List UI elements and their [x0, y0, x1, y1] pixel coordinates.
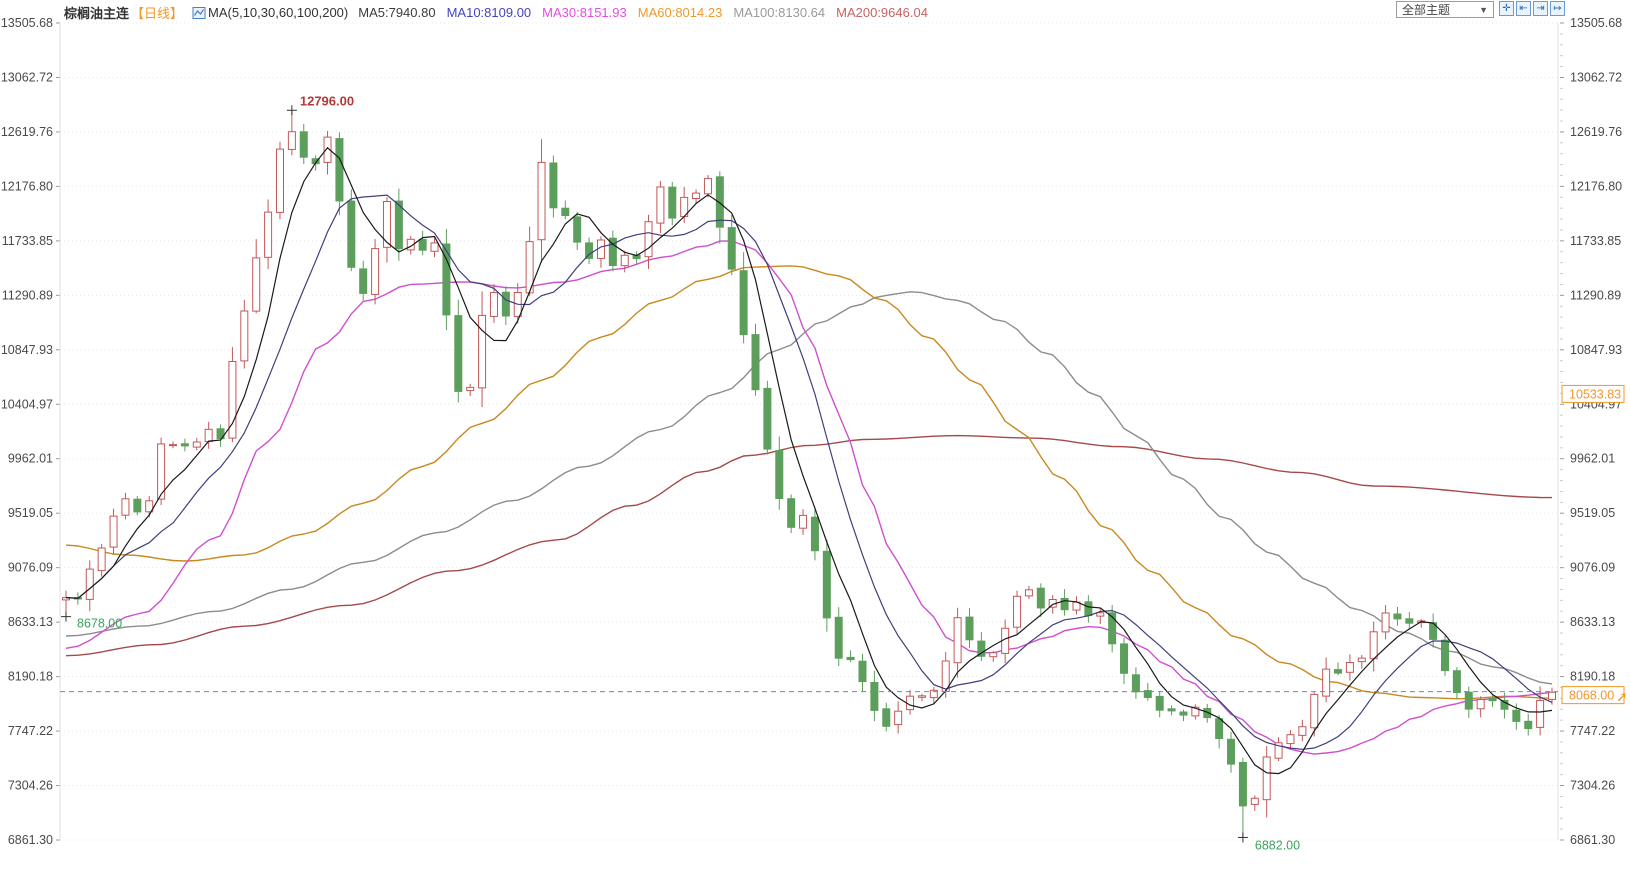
svg-text:7304.26: 7304.26: [8, 779, 53, 793]
ma-line-ma200: [65, 434, 1553, 657]
ma-line-ma100: [65, 291, 1553, 685]
fit-view-button[interactable]: ✛: [1499, 1, 1514, 16]
candles-layer: [62, 110, 1556, 838]
svg-text:13505.68: 13505.68: [1570, 16, 1622, 30]
latest-price-arrow-icon[interactable]: ➚: [1616, 689, 1628, 705]
ma-line-ma60: [65, 265, 1553, 700]
svg-text:11290.89: 11290.89: [1570, 288, 1621, 302]
svg-text:11290.89: 11290.89: [2, 288, 53, 302]
legend-ma30: MA30:8151.93: [542, 5, 627, 20]
svg-text:12619.76: 12619.76: [1, 125, 53, 139]
svg-text:8633.13: 8633.13: [8, 615, 53, 629]
toolbar: 全部主题 ▼ ✛ ⇤ ⇥ ↦: [1396, 1, 1567, 18]
svg-text:7747.22: 7747.22: [1570, 724, 1615, 738]
ma-values-list: MA5:7940.80 MA10:8109.00 MA30:8151.93 MA60:…: [358, 5, 928, 20]
legend-ma100: MA100:8130.64: [733, 5, 826, 20]
svg-text:13062.72: 13062.72: [1, 70, 53, 84]
legend-ma60: MA60:8014.23: [637, 5, 723, 20]
high-price-annotation: 12796.00: [300, 93, 354, 108]
legend-ma200: MA200:9646.04: [836, 5, 928, 20]
svg-text:11733.85: 11733.85: [1570, 234, 1621, 248]
legend-ma5: MA5:7940.80: [358, 5, 436, 20]
svg-text:8190.18: 8190.18: [1570, 670, 1615, 684]
ma-lines-layer: [65, 240, 1553, 755]
svg-text:10847.93: 10847.93: [1570, 343, 1622, 357]
y-axis-left: 13505.68 13062.72 12619.76 12176.80 11733.85…: [1, 16, 53, 847]
svg-text:11733.85: 11733.85: [2, 234, 53, 248]
pan-left-button[interactable]: ⇤: [1516, 1, 1531, 16]
svg-text:7304.26: 7304.26: [1570, 779, 1615, 793]
ma-line-ma5: [65, 146, 1553, 775]
svg-text:7747.22: 7747.22: [8, 724, 53, 738]
svg-text:8068.00: 8068.00: [1569, 689, 1614, 703]
svg-text:13062.72: 13062.72: [1570, 70, 1622, 84]
period-label: 【日线】: [131, 6, 184, 21]
svg-text:12619.76: 12619.76: [1570, 125, 1622, 139]
svg-text:8633.13: 8633.13: [1570, 615, 1615, 629]
svg-text:9962.01: 9962.01: [8, 452, 53, 466]
svg-text:9076.09: 9076.09: [1570, 561, 1615, 575]
chevron-down-icon: ▼: [1479, 4, 1488, 15]
svg-text:8190.18: 8190.18: [8, 670, 53, 684]
svg-text:6861.30: 6861.30: [1570, 833, 1615, 847]
chart-legend: 棕榈油主连 【日线】 MA(5,10,30,60,100,200) MA5:79…: [64, 3, 938, 22]
start-low-annotation: 8678.00: [77, 617, 122, 631]
instrument-name: 棕榈油主连: [64, 6, 130, 21]
grid-layer: [56, 22, 1564, 841]
svg-text:12176.80: 12176.80: [1, 179, 53, 193]
svg-text:9962.01: 9962.01: [1570, 452, 1615, 466]
svg-text:9519.05: 9519.05: [8, 506, 53, 520]
annotations-layer: 12796.00 8678.00 6882.00: [61, 93, 1300, 852]
theme-dropdown[interactable]: 全部主题 ▼: [1396, 1, 1494, 18]
current-price-label: 8068.00: [1561, 686, 1625, 705]
theme-dropdown-label: 全部主题: [1402, 3, 1451, 17]
svg-text:9519.05: 9519.05: [1570, 506, 1615, 520]
ma-group-label: MA(5,10,30,60,100,200): [208, 5, 349, 20]
right-axis-extra-label: 10533.83: [1561, 384, 1625, 403]
svg-text:10404.97: 10404.97: [1, 397, 53, 411]
go-latest-button[interactable]: ↦: [1550, 1, 1565, 16]
ma-line-ma30: [65, 240, 1553, 755]
svg-text:6861.30: 6861.30: [8, 833, 53, 847]
chart-plot-area[interactable]: [60, 23, 1558, 840]
chart-tool-buttons: ✛ ⇤ ⇥ ↦: [1499, 1, 1567, 16]
svg-text:13505.68: 13505.68: [1, 16, 53, 30]
y-axis-right: 13505.68 13062.72 12619.76 12176.80 11733.85…: [1570, 16, 1622, 847]
pan-right-button[interactable]: ⇥: [1533, 1, 1548, 16]
svg-text:9076.09: 9076.09: [8, 561, 53, 575]
svg-text:10533.83: 10533.83: [1569, 387, 1621, 401]
legend-ma10: MA10:8109.00: [446, 5, 532, 20]
svg-text:12176.80: 12176.80: [1570, 179, 1622, 193]
svg-text:10847.93: 10847.93: [1, 343, 53, 357]
indicator-icon[interactable]: [192, 6, 206, 20]
low-price-annotation: 6882.00: [1255, 838, 1300, 852]
